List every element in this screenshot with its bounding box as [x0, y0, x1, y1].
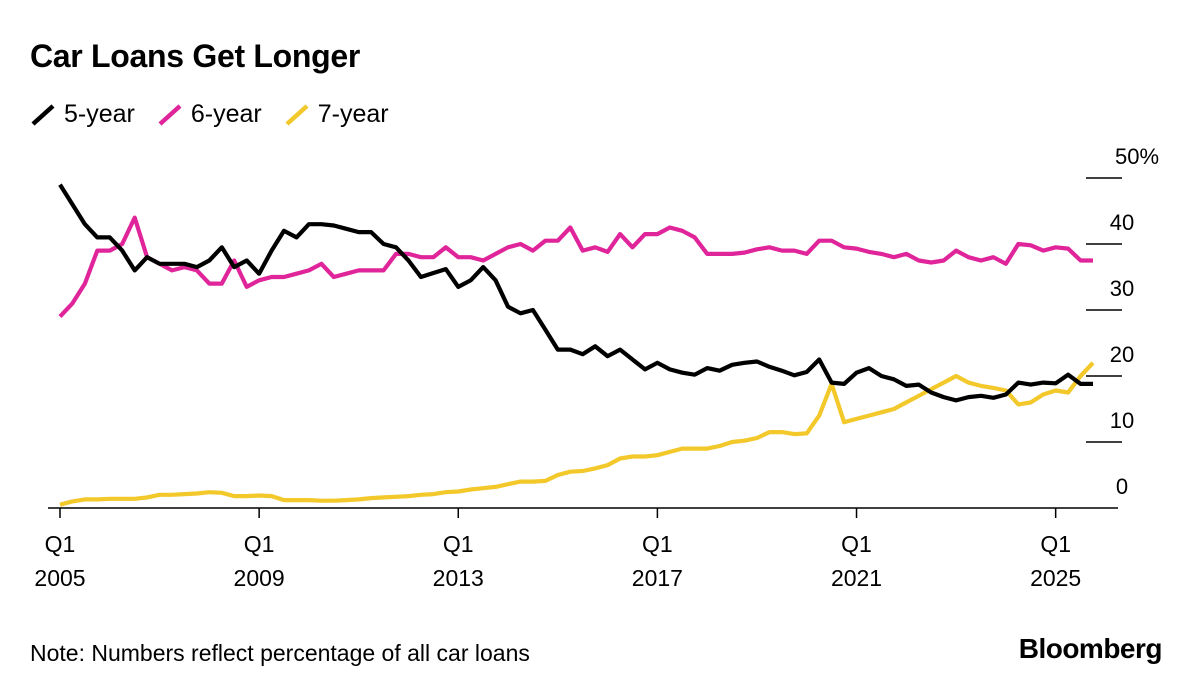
legend-swatch-line [31, 103, 55, 126]
chart-legend: 5-year 6-year 7-year [30, 100, 411, 129]
x-tick-label-quarter: Q1 [1040, 531, 1071, 557]
series-line-5-year [58, 183, 1093, 403]
y-tick-label: 40 [1110, 210, 1134, 235]
legend-swatch-5-year-icon [30, 102, 56, 128]
x-tick-label-year: 2021 [831, 565, 882, 591]
legend-swatch-7-year-icon [284, 102, 310, 128]
legend-swatch-line [285, 103, 309, 126]
series-line-6-year [58, 215, 1093, 319]
legend-item-5-year: 5-year [30, 100, 135, 129]
series-line-7-year [59, 361, 1095, 507]
x-tick-label-year: 2005 [34, 565, 85, 591]
legend-label-7-year: 7-year [317, 100, 389, 128]
x-tick-label-quarter: Q1 [443, 531, 474, 557]
y-tick-label: 30 [1110, 276, 1134, 301]
x-tick-label-year: 2017 [632, 565, 683, 591]
y-tick-label: 0 [1116, 474, 1128, 499]
x-tick-label-year: 2013 [433, 565, 484, 591]
y-tick-label: 50% [1115, 144, 1159, 169]
x-tick-label-quarter: Q1 [642, 531, 673, 557]
chart-note: Note: Numbers reflect percentage of all … [30, 640, 530, 666]
legend-label-6-year: 6-year [190, 100, 262, 128]
y-tick-label: 20 [1110, 342, 1134, 367]
x-tick-label-year: 2025 [1030, 565, 1081, 591]
x-tick-label-quarter: Q1 [244, 531, 275, 557]
chart-title: Car Loans Get Longer [30, 38, 361, 74]
legend-swatch-line [158, 103, 182, 126]
legend-label-5-year: 5-year [64, 100, 135, 128]
x-tick-label-year: 2009 [234, 565, 285, 591]
x-tick-label-quarter: Q1 [45, 531, 76, 557]
y-tick-label: 10 [1110, 408, 1134, 433]
legend-item-6-year: 6-year [157, 100, 262, 129]
bloomberg-logo: Bloomberg [1018, 633, 1163, 664]
x-tick-label-quarter: Q1 [841, 531, 872, 557]
legend-swatch-6-year-icon [157, 102, 183, 128]
legend-item-7-year: 7-year [284, 100, 389, 129]
